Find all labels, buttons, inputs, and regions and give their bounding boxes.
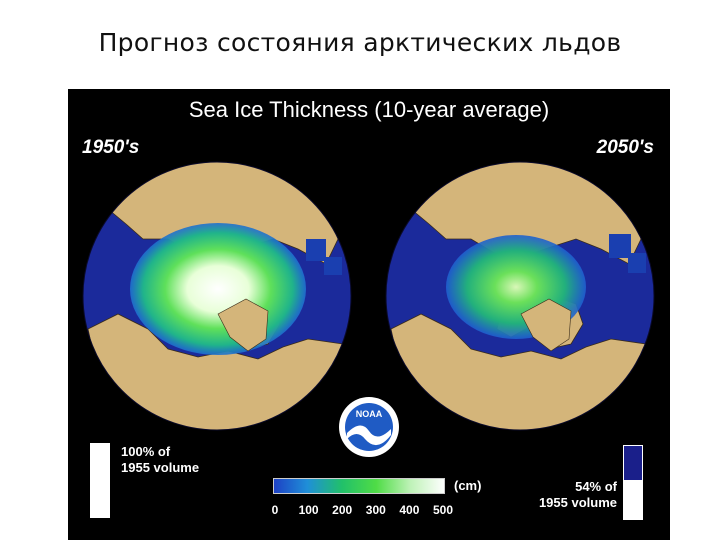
volume-fill-1950s xyxy=(91,444,109,517)
ice-cover-1950s xyxy=(130,223,306,355)
noaa-logo-text: NOAA xyxy=(356,409,383,419)
volume-text-1950s: 100% of 1955 volume xyxy=(121,444,199,476)
era-label-left: 1950's xyxy=(82,137,140,158)
volume-text-2050s-line1: 54% of xyxy=(575,479,617,494)
colorbar-tick-label: 200 xyxy=(332,503,353,517)
volume-text-2050s-line2: 1955 volume xyxy=(538,495,617,510)
colorbar-unit: (cm) xyxy=(454,478,482,493)
globes-illustration xyxy=(82,161,655,494)
colorbar-gradient xyxy=(273,478,445,494)
volume-text-2050s: 54% of 1955 volume xyxy=(539,479,617,511)
colorbar-tick-label: 100 xyxy=(298,503,319,517)
figure-title: Sea Ice Thickness (10-year average) xyxy=(188,97,550,122)
volume-text-1950s-line2: 1955 volume xyxy=(121,460,200,475)
colorbar-tick-label: 400 xyxy=(399,503,420,517)
era-label-right: 2050's xyxy=(596,137,654,158)
volume-bar-1950s xyxy=(90,443,110,518)
volume-bar-2050s xyxy=(623,445,643,520)
globe-1950s xyxy=(82,161,352,431)
sea-ice-figure: Sea Ice Thickness (10-year average) 1950… xyxy=(68,89,670,540)
slide-title: Прогноз состояния арктических льдов xyxy=(98,28,622,57)
colorbar-tick-label: 300 xyxy=(365,503,386,517)
volume-text-1950s-line1: 100% of xyxy=(121,444,171,459)
globe-2050s xyxy=(385,161,655,431)
colorbar-tick-label: 500 xyxy=(432,503,454,517)
colorbar-tick-label: 0 xyxy=(271,503,279,517)
colorbar xyxy=(273,478,445,494)
volume-fill-2050s xyxy=(624,479,642,519)
volume-remainder-2050s xyxy=(624,446,642,480)
noaa-logo: NOAA xyxy=(339,397,399,457)
